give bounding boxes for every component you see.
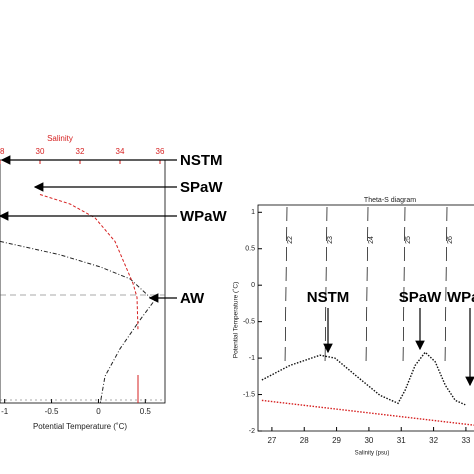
x2-tick-label: 30	[36, 147, 45, 156]
y-axis-title: Potential Temperature (˚C)	[232, 282, 240, 358]
density-contour	[324, 206, 328, 366]
y-tick-label: -1.5	[243, 391, 255, 398]
x2-tick-label: 36	[156, 147, 165, 156]
x-tick-label: 29	[332, 436, 341, 445]
x-axis-title: Salinity (psu)	[355, 451, 390, 457]
x-tick-label: 33	[461, 436, 470, 445]
y-tick-label: -1	[249, 355, 255, 362]
contour-label: 24	[368, 236, 375, 244]
x-tick-label: 0	[96, 407, 101, 416]
ts-line	[261, 399, 474, 426]
contour-label: 22	[287, 236, 294, 244]
x2-tick-label: 28	[0, 147, 5, 156]
contour-label: 26	[447, 236, 454, 244]
contour-label: 23	[327, 236, 334, 244]
x2-tick-label: 34	[116, 147, 125, 156]
annotation: WPaW	[447, 289, 474, 306]
plot-frame	[0, 159, 166, 404]
profile-line	[39, 194, 139, 331]
annotation: NSTM	[180, 152, 223, 169]
x-tick-label: 30	[364, 436, 373, 445]
annotation: NSTM	[307, 289, 350, 306]
y-tick-label: 0	[251, 282, 255, 289]
y-tick-label: 0.5	[245, 246, 255, 253]
density-contour	[402, 206, 406, 366]
density-contour	[365, 206, 369, 366]
contour-label: 25	[405, 236, 412, 244]
x-tick-label: 28	[300, 436, 309, 445]
x-axis-title: Potential Temperature (˚C)	[33, 422, 127, 431]
x-tick-label: -1	[1, 407, 9, 416]
chart-title: Theta-S diagram	[364, 197, 416, 204]
density-contour	[284, 206, 288, 366]
annotation: SPaW	[399, 289, 442, 306]
x2-axis-title: Salinity	[47, 134, 73, 143]
profile-line	[0, 240, 156, 404]
x-tick-label: -0.5	[45, 407, 59, 416]
x-tick-label: 31	[397, 436, 406, 445]
y-tick-label: -0.5	[243, 318, 255, 325]
annotation: AW	[180, 290, 205, 307]
density-contour	[444, 206, 448, 366]
x-tick-label: 32	[429, 436, 438, 445]
annotation: SPaW	[180, 179, 223, 196]
ts-line	[261, 351, 466, 406]
y-tick-label: -2	[249, 428, 255, 435]
x2-tick-label: 32	[76, 147, 85, 156]
y-tick-label: 1	[251, 209, 255, 216]
x-tick-label: 0.5	[140, 407, 152, 416]
annotation: WPaW	[180, 208, 228, 225]
x-tick-label: 27	[267, 436, 276, 445]
